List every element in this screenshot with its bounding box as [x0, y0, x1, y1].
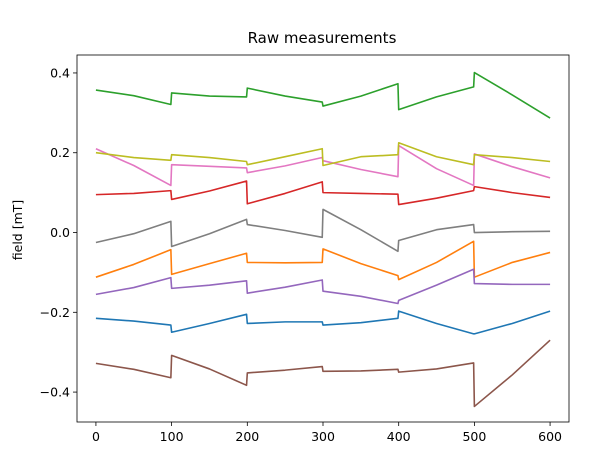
series-line-2 [95, 240, 551, 281]
series-line-1 [95, 310, 551, 335]
x-tick-label: 400 [387, 429, 411, 444]
series-line-4 [95, 180, 551, 206]
series-line-9 [95, 141, 551, 167]
x-tick-label: 200 [235, 429, 259, 444]
x-tick-label: 500 [462, 429, 486, 444]
chart-title: Raw measurements [248, 29, 397, 47]
y-axis-label: field [mT] [10, 200, 25, 261]
series-line-3 [95, 71, 551, 119]
series-line-5 [95, 268, 551, 305]
x-tick-label: 0 [92, 429, 100, 444]
y-tick-label: −0.2 [40, 305, 70, 320]
ticks-layer: 0 100 200 300 400 500 600 −0.4 −0.2 0.0 0.2 0.4 [40, 65, 562, 444]
series-line-8 [95, 208, 551, 253]
plot-frame [76, 54, 570, 423]
y-tick-label: 0.2 [50, 145, 70, 160]
x-tick-label: 600 [538, 429, 562, 444]
x-tick-label: 300 [311, 429, 335, 444]
series-line-6 [95, 339, 551, 408]
y-tick-label: 0.0 [50, 225, 70, 240]
series-layer [95, 71, 551, 408]
x-tick-label: 100 [160, 429, 184, 444]
y-tick-label: 0.4 [50, 65, 70, 80]
y-tick-label: −0.4 [40, 385, 70, 400]
